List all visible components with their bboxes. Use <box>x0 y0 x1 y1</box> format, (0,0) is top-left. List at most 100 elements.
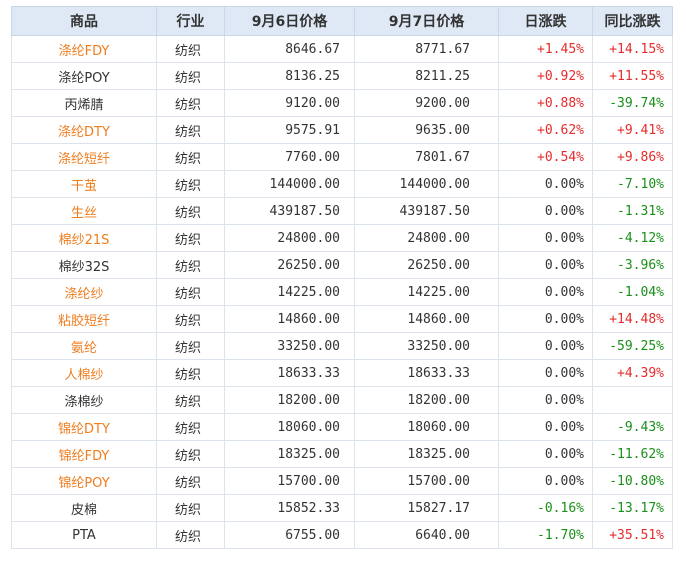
product-name-link[interactable]: 粘胶短纤 <box>11 305 157 333</box>
industry-cell: 纺织 <box>156 89 225 117</box>
price-sep7-cell: 18060.00 <box>354 413 499 441</box>
yoy-change-cell: -59.25% <box>592 332 673 360</box>
table-row: 涤纶FDY 纺织 8646.67 8771.67 +1.45% +14.15% <box>11 35 673 63</box>
header-price-sep6[interactable]: 9月6日价格 <box>224 6 355 36</box>
yoy-change-cell: +35.51% <box>592 521 673 549</box>
daily-change-cell: +0.88% <box>498 89 593 117</box>
price-sep6-cell: 15700.00 <box>224 467 355 495</box>
table-row: 涤纶纱 纺织 14225.00 14225.00 0.00% -1.04% <box>11 278 673 306</box>
industry-cell: 纺织 <box>156 332 225 360</box>
product-name-link[interactable]: 涤纶DTY <box>11 116 157 144</box>
product-name-link[interactable]: 涤纶纱 <box>11 278 157 306</box>
table-row: 生丝 纺织 439187.50 439187.50 0.00% -1.31% <box>11 197 673 225</box>
table-row: 人棉纱 纺织 18633.33 18633.33 0.00% +4.39% <box>11 359 673 387</box>
yoy-change-cell: +11.55% <box>592 62 673 90</box>
daily-change-cell: 0.00% <box>498 224 593 252</box>
table-row: PTA 纺织 6755.00 6640.00 -1.70% +35.51% <box>11 521 673 549</box>
yoy-change-cell: +14.48% <box>592 305 673 333</box>
table-header: 商品 行业 9月6日价格 9月7日价格 日涨跌 同比涨跌 <box>11 6 673 36</box>
table-row: 涤棉纱 纺织 18200.00 18200.00 0.00% <box>11 386 673 414</box>
industry-cell: 纺织 <box>156 197 225 225</box>
product-name-link[interactable]: 涤纶FDY <box>11 35 157 63</box>
daily-change-cell: 0.00% <box>498 467 593 495</box>
table-row: 棉纱32S 纺织 26250.00 26250.00 0.00% -3.96% <box>11 251 673 279</box>
product-name-link[interactable]: 干茧 <box>11 170 157 198</box>
daily-change-cell: 0.00% <box>498 386 593 414</box>
header-industry[interactable]: 行业 <box>156 6 225 36</box>
price-sep7-cell: 15827.17 <box>354 494 499 522</box>
header-yoy-change[interactable]: 同比涨跌 <box>592 6 673 36</box>
header-price-sep7[interactable]: 9月7日价格 <box>354 6 499 36</box>
price-sep6-cell: 14860.00 <box>224 305 355 333</box>
daily-change-cell: +0.54% <box>498 143 593 171</box>
daily-change-cell: 0.00% <box>498 359 593 387</box>
yoy-change-cell: -39.74% <box>592 89 673 117</box>
header-product[interactable]: 商品 <box>11 6 157 36</box>
industry-cell: 纺织 <box>156 170 225 198</box>
price-sep6-cell: 18633.33 <box>224 359 355 387</box>
price-sep7-cell: 6640.00 <box>354 521 499 549</box>
daily-change-cell: 0.00% <box>498 251 593 279</box>
daily-change-cell: +0.92% <box>498 62 593 90</box>
price-sep7-cell: 33250.00 <box>354 332 499 360</box>
yoy-change-cell: -4.12% <box>592 224 673 252</box>
product-name: 皮棉 <box>11 494 157 522</box>
commodity-price-table: 商品 行业 9月6日价格 9月7日价格 日涨跌 同比涨跌 涤纶FDY 纺织 8646… <box>11 6 673 549</box>
product-name-link[interactable]: 锦纶DTY <box>11 413 157 441</box>
price-sep6-cell: 33250.00 <box>224 332 355 360</box>
table-row: 干茧 纺织 144000.00 144000.00 0.00% -7.10% <box>11 170 673 198</box>
product-name: 涤棉纱 <box>11 386 157 414</box>
industry-cell: 纺织 <box>156 251 225 279</box>
daily-change-cell: 0.00% <box>498 332 593 360</box>
industry-cell: 纺织 <box>156 521 225 549</box>
daily-change-cell: 0.00% <box>498 305 593 333</box>
product-name-link[interactable]: 棉纱21S <box>11 224 157 252</box>
yoy-change-cell: -3.96% <box>592 251 673 279</box>
header-daily-change[interactable]: 日涨跌 <box>498 6 593 36</box>
table-row: 皮棉 纺织 15852.33 15827.17 -0.16% -13.17% <box>11 494 673 522</box>
daily-change-cell: -1.70% <box>498 521 593 549</box>
price-sep7-cell: 8211.25 <box>354 62 499 90</box>
price-sep6-cell: 8646.67 <box>224 35 355 63</box>
industry-cell: 纺织 <box>156 143 225 171</box>
price-sep6-cell: 24800.00 <box>224 224 355 252</box>
yoy-change-cell: -1.04% <box>592 278 673 306</box>
yoy-change-cell: -13.17% <box>592 494 673 522</box>
table-row: 涤纶短纤 纺织 7760.00 7801.67 +0.54% +9.86% <box>11 143 673 171</box>
industry-cell: 纺织 <box>156 224 225 252</box>
header-row: 商品 行业 9月6日价格 9月7日价格 日涨跌 同比涨跌 <box>11 6 673 36</box>
price-sep6-cell: 6755.00 <box>224 521 355 549</box>
price-sep6-cell: 439187.50 <box>224 197 355 225</box>
yoy-change-cell: -10.80% <box>592 467 673 495</box>
price-sep7-cell: 8771.67 <box>354 35 499 63</box>
price-sep7-cell: 18633.33 <box>354 359 499 387</box>
industry-cell: 纺织 <box>156 35 225 63</box>
price-sep7-cell: 9635.00 <box>354 116 499 144</box>
price-sep7-cell: 18325.00 <box>354 440 499 468</box>
product-name-link[interactable]: 氨纶 <box>11 332 157 360</box>
product-name-link[interactable]: 人棉纱 <box>11 359 157 387</box>
price-sep7-cell: 14225.00 <box>354 278 499 306</box>
table-row: 丙烯腈 纺织 9120.00 9200.00 +0.88% -39.74% <box>11 89 673 117</box>
table-row: 涤纶DTY 纺织 9575.91 9635.00 +0.62% +9.41% <box>11 116 673 144</box>
price-sep6-cell: 26250.00 <box>224 251 355 279</box>
product-name: 棉纱32S <box>11 251 157 279</box>
product-name-link[interactable]: 涤纶短纤 <box>11 143 157 171</box>
table-row: 粘胶短纤 纺织 14860.00 14860.00 0.00% +14.48% <box>11 305 673 333</box>
industry-cell: 纺织 <box>156 467 225 495</box>
price-sep6-cell: 18200.00 <box>224 386 355 414</box>
industry-cell: 纺织 <box>156 305 225 333</box>
yoy-change-cell <box>592 386 673 414</box>
table-row: 氨纶 纺织 33250.00 33250.00 0.00% -59.25% <box>11 332 673 360</box>
product-name-link[interactable]: 锦纶POY <box>11 467 157 495</box>
daily-change-cell: 0.00% <box>498 440 593 468</box>
price-sep6-cell: 9120.00 <box>224 89 355 117</box>
product-name-link[interactable]: 锦纶FDY <box>11 440 157 468</box>
price-sep6-cell: 18325.00 <box>224 440 355 468</box>
price-sep7-cell: 439187.50 <box>354 197 499 225</box>
industry-cell: 纺织 <box>156 359 225 387</box>
daily-change-cell: 0.00% <box>498 278 593 306</box>
table-row: 锦纶POY 纺织 15700.00 15700.00 0.00% -10.80% <box>11 467 673 495</box>
product-name-link[interactable]: 生丝 <box>11 197 157 225</box>
product-name: 涤纶POY <box>11 62 157 90</box>
